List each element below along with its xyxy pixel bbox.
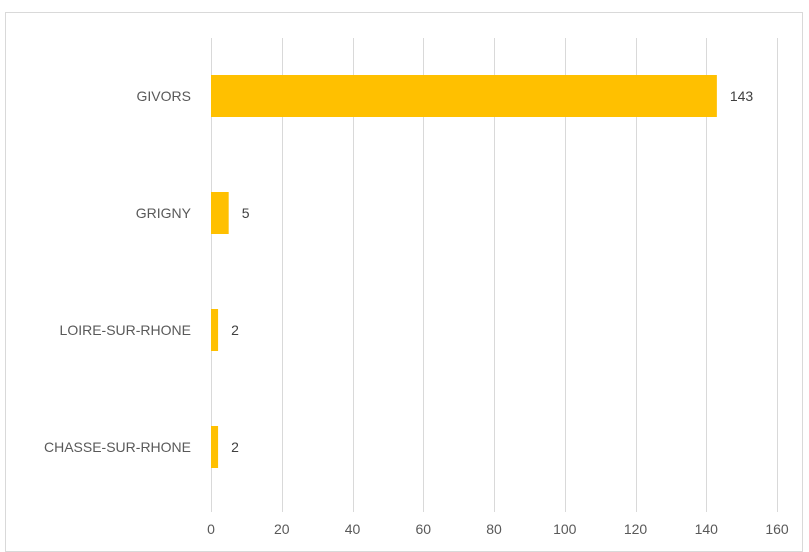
bar-loire-sur-rhone — [211, 309, 219, 351]
x-tick-label: 160 — [765, 521, 789, 537]
category-label: LOIRE-SUR-RHONE — [60, 322, 191, 338]
category-label: CHASSE-SUR-RHONE — [44, 439, 191, 455]
x-tick-label: 0 — [207, 521, 215, 537]
bars — [211, 75, 717, 468]
x-tick-label: 60 — [415, 521, 431, 537]
bar-chasse-sur-rhone — [211, 426, 219, 468]
x-tick-label: 140 — [695, 521, 719, 537]
x-tick-label: 80 — [486, 521, 502, 537]
data-label: 2 — [231, 322, 239, 338]
labels: 0 20 40 60 80 100 120 140 160 GIVORS 143 GRIGNY 5 LOI… — [44, 88, 789, 537]
data-label: 5 — [242, 205, 250, 221]
x-tick-label: 120 — [624, 521, 648, 537]
category-label: GIVORS — [137, 88, 191, 104]
x-tick-label: 40 — [345, 521, 361, 537]
data-label: 143 — [730, 88, 754, 104]
bar-grigny — [211, 192, 229, 234]
x-tick-label: 20 — [274, 521, 290, 537]
x-tick-label: 100 — [553, 521, 577, 537]
data-label: 2 — [231, 439, 239, 455]
bar-givors — [211, 75, 717, 117]
category-label: GRIGNY — [136, 205, 192, 221]
